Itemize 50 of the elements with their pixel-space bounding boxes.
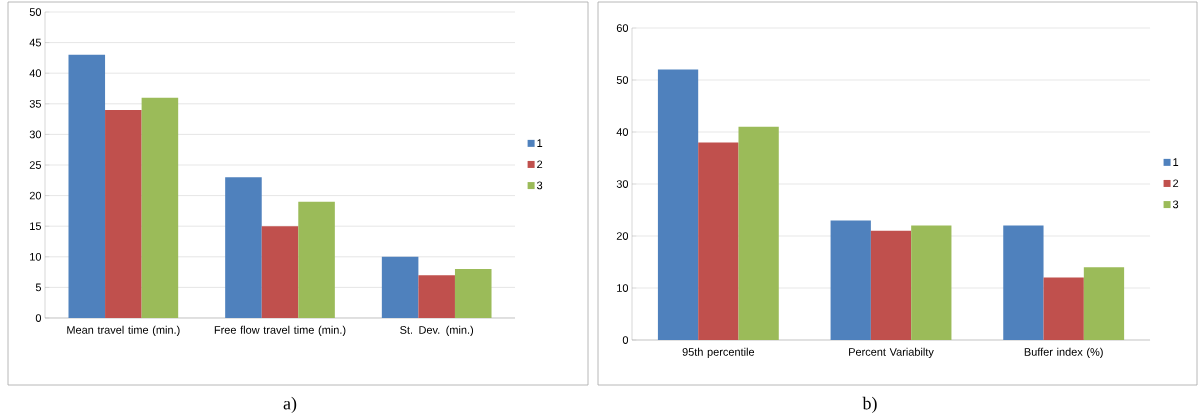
bar xyxy=(1043,277,1084,340)
y-tick-label: 50 xyxy=(29,8,42,16)
y-tick-label: 10 xyxy=(30,252,42,261)
y-tick-label: 20 xyxy=(616,232,629,240)
y-tick-label: 60 xyxy=(616,24,629,32)
y-tick-label: 5 xyxy=(35,283,42,292)
legend-label: 1 xyxy=(1173,158,1179,166)
y-tick-label: 15 xyxy=(30,222,42,231)
y-tick-label: 30 xyxy=(29,130,42,139)
y-tick-label: 40 xyxy=(29,69,42,78)
text: b) xyxy=(862,396,877,414)
y-tick-label: 40 xyxy=(616,128,629,136)
bar xyxy=(68,54,106,318)
y-tick-label: 25 xyxy=(29,161,42,169)
bar xyxy=(698,142,739,340)
bar xyxy=(830,220,871,340)
bar xyxy=(738,126,779,340)
y-tick-label: 20 xyxy=(29,191,42,200)
legend-label: 2 xyxy=(1173,179,1179,188)
bar xyxy=(298,201,335,318)
bar xyxy=(418,275,455,318)
y-tick-label: 45 xyxy=(29,38,42,47)
legend-label: 3 xyxy=(537,181,543,190)
bar xyxy=(454,269,492,318)
bar xyxy=(1083,267,1125,340)
bar xyxy=(657,69,699,340)
text: a) xyxy=(283,396,297,414)
legend-label: 2 xyxy=(537,160,543,169)
bar xyxy=(911,225,952,340)
bar xyxy=(1003,225,1044,340)
y-tick-label: 35 xyxy=(29,99,42,108)
bar xyxy=(381,256,419,318)
legend-label: 1 xyxy=(537,139,543,147)
x-tick-label: Free flow travel time (min.) xyxy=(214,325,346,336)
x-tick-label: 95th percentile xyxy=(682,347,755,358)
bar xyxy=(225,177,262,318)
y-tick-label: 10 xyxy=(617,284,629,292)
x-tick-label: Percent Variabilty xyxy=(849,347,934,358)
y-tick-label: 0 xyxy=(35,314,42,322)
bar xyxy=(261,226,299,318)
y-tick-label: 50 xyxy=(616,76,629,84)
x-tick-label: Buffer index (%) xyxy=(1024,347,1103,358)
bar xyxy=(870,230,912,340)
y-tick-label: 0 xyxy=(622,336,629,344)
bar xyxy=(105,109,142,318)
bar xyxy=(141,97,179,318)
x-tick-label: Mean travel time (min.) xyxy=(67,325,180,336)
x-tick-label: St. Dev. (min.) xyxy=(400,325,474,336)
y-tick-label: 30 xyxy=(616,180,629,188)
legend-label: 3 xyxy=(1172,200,1179,209)
